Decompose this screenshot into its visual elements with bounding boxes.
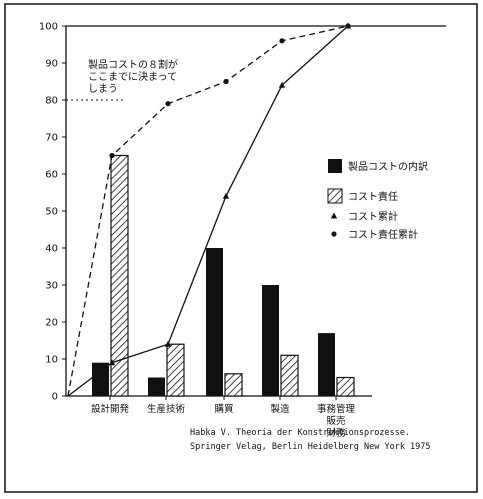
line-cost-cumulative bbox=[67, 25, 349, 397]
x-category-label: 生産技術 bbox=[147, 403, 186, 415]
x-category-label: 製造 bbox=[270, 403, 290, 415]
marker-triangle bbox=[278, 81, 286, 88]
legend-swatch-solid bbox=[328, 159, 342, 173]
marker-triangle bbox=[108, 359, 116, 366]
y-tick-label: 50 bbox=[45, 207, 58, 218]
y-tick-label: 60 bbox=[45, 170, 58, 181]
bar-cost-breakdown bbox=[262, 285, 279, 396]
bar-cost-responsibility bbox=[224, 373, 243, 397]
annotation-text: 製品コストの８割が bbox=[88, 58, 178, 71]
marker-circle bbox=[109, 152, 115, 159]
annotation-text: ここまでに決まって bbox=[88, 71, 177, 83]
marker-triangle bbox=[164, 340, 172, 347]
bar-cost-breakdown bbox=[318, 333, 335, 396]
legend-label: コスト責任累計 bbox=[348, 228, 418, 241]
legend-swatch-hatched bbox=[327, 188, 343, 204]
marker-circle bbox=[279, 38, 285, 44]
legend-label: コスト責任 bbox=[348, 190, 398, 203]
marker-circle bbox=[223, 78, 229, 85]
bar-cost-breakdown bbox=[148, 377, 165, 396]
y-tick-label: 90 bbox=[45, 59, 58, 70]
line-cost-responsibility-cumulative bbox=[67, 25, 349, 397]
x-category-label: 設計開発 bbox=[91, 403, 130, 415]
bar-cost-responsibility bbox=[110, 154, 129, 397]
y-tick-label: 10 bbox=[45, 355, 58, 366]
y-tick-label: 30 bbox=[45, 281, 58, 292]
bar-cost-responsibility bbox=[336, 376, 355, 397]
legend-marker-triangle bbox=[330, 212, 338, 219]
x-category-label: 購買 bbox=[214, 403, 234, 415]
bar-cost-breakdown bbox=[206, 248, 223, 396]
bars bbox=[92, 154, 355, 397]
legend-marker-circle bbox=[331, 231, 337, 237]
y-tick-label: 0 bbox=[52, 392, 58, 403]
y-tick-label: 40 bbox=[45, 244, 58, 255]
axes: 0 10 20 30 40 50 60 70 80 90 100 設計開発 生産技術 購買 製造 事務管理販売… bbox=[39, 22, 446, 439]
legend-label: 製品コストの内訳 bbox=[348, 160, 428, 173]
x-category-label: 財務 bbox=[326, 427, 346, 439]
lines bbox=[67, 22, 352, 397]
x-category-label: 販売 bbox=[326, 415, 345, 427]
y-tick-label: 20 bbox=[45, 318, 58, 329]
figure-frame bbox=[4, 3, 478, 493]
bar-cost-breakdown bbox=[92, 362, 109, 396]
legend-label: コスト累計 bbox=[348, 210, 398, 223]
y-tick-label: 70 bbox=[45, 133, 58, 144]
y-tick-label: 100 bbox=[39, 22, 58, 33]
annotation-text: しまう bbox=[88, 83, 118, 95]
source-line: Habka V. Theoria der Konstruktionsprozes… bbox=[190, 428, 410, 438]
x-category-label: 事務管理 bbox=[317, 403, 356, 415]
marker-triangle bbox=[222, 192, 230, 199]
marker-circle bbox=[165, 101, 171, 107]
source-line: Springer Velag, Berlin Heidelberg New Yo… bbox=[190, 442, 431, 452]
bar-cost-responsibility bbox=[280, 354, 299, 397]
marker-circle bbox=[345, 23, 351, 29]
y-tick-label: 80 bbox=[45, 96, 58, 107]
source-citation: Habka V. Theoria der Konstruktionsprozes… bbox=[190, 428, 431, 452]
bar-cost-responsibility bbox=[166, 343, 185, 397]
